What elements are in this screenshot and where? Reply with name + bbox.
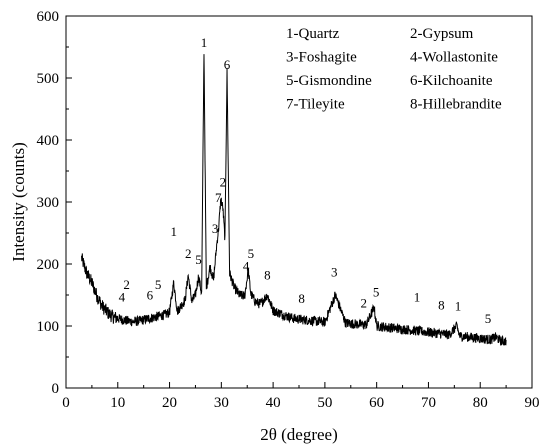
x-tick-label: 20 [162,395,177,411]
y-tick-label: 0 [52,381,60,397]
legend-entry: 4-Wollastonite [410,50,498,66]
legend-entry: 1-Quartz [286,26,340,42]
x-tick-label: 0 [62,395,70,411]
peak-label: 1 [414,289,421,304]
y-tick-label: 300 [37,195,60,211]
y-tick-label: 400 [37,133,60,149]
x-tick-label: 40 [266,395,281,411]
peak-label: 5 [155,277,162,292]
y-tick-label: 500 [37,71,60,87]
peak-label: 8 [264,268,271,283]
peak-label: 2 [185,246,192,261]
x-axis-title: 2θ (degree) [260,425,338,444]
peak-label: 5 [248,246,255,261]
peak-label: 8 [438,297,445,312]
y-tick-label: 200 [37,257,60,273]
peak-label: 6 [224,57,231,72]
legend-entry: 8-Hillebrandite [410,97,502,113]
legend-entry: 3-Foshagite [286,50,357,66]
y-tick-labels: 0 100 200 300 400 500 600 [37,9,60,397]
x-tick-label: 10 [110,395,125,411]
x-tick-label: 80 [473,395,488,411]
legend-entry: 2-Gypsum [410,26,474,42]
peak-label: 1 [455,299,462,314]
peak-label: 5 [485,311,492,326]
y-tick-label: 100 [37,319,60,335]
x-tick-label: 60 [369,395,384,411]
peak-label: 5 [195,252,202,267]
y-tick-label: 600 [37,9,60,25]
peak-label: 4 [119,289,126,304]
axis-ticks [65,15,533,389]
peak-label: 3 [212,221,219,236]
peak-label: 4 [243,258,250,273]
peak-label: 5 [373,284,380,299]
x-tick-labels: 0 10 20 30 40 50 60 70 80 90 [62,395,539,411]
legend-entry: 7-Tileyite [286,97,345,113]
peak-label: 8 [298,291,305,306]
peak-label: 2 [123,277,130,292]
x-tick-label: 50 [317,395,332,411]
plot-frame [65,15,533,389]
x-tick-label: 90 [525,395,540,411]
peak-label: 3 [331,265,338,280]
y-axis-title: Intensity (counts) [9,142,28,261]
peak-label: 1 [201,35,208,50]
legend-entry: 5-Gismondine [286,73,372,89]
phase-legend: 1-Quartz 2-Gypsum 3-Foshagite 4-Wollastonit… [286,26,502,113]
peak-label: 2 [220,175,227,190]
peak-label: 2 [360,296,367,311]
peak-label: 7 [215,190,222,205]
xrd-pattern-line [81,54,507,346]
x-tick-label: 30 [214,395,229,411]
peak-label: 6 [147,287,154,302]
legend-entry: 6-Kilchoanite [410,73,493,89]
peak-label: 1 [170,224,177,239]
x-tick-label: 70 [421,395,436,411]
